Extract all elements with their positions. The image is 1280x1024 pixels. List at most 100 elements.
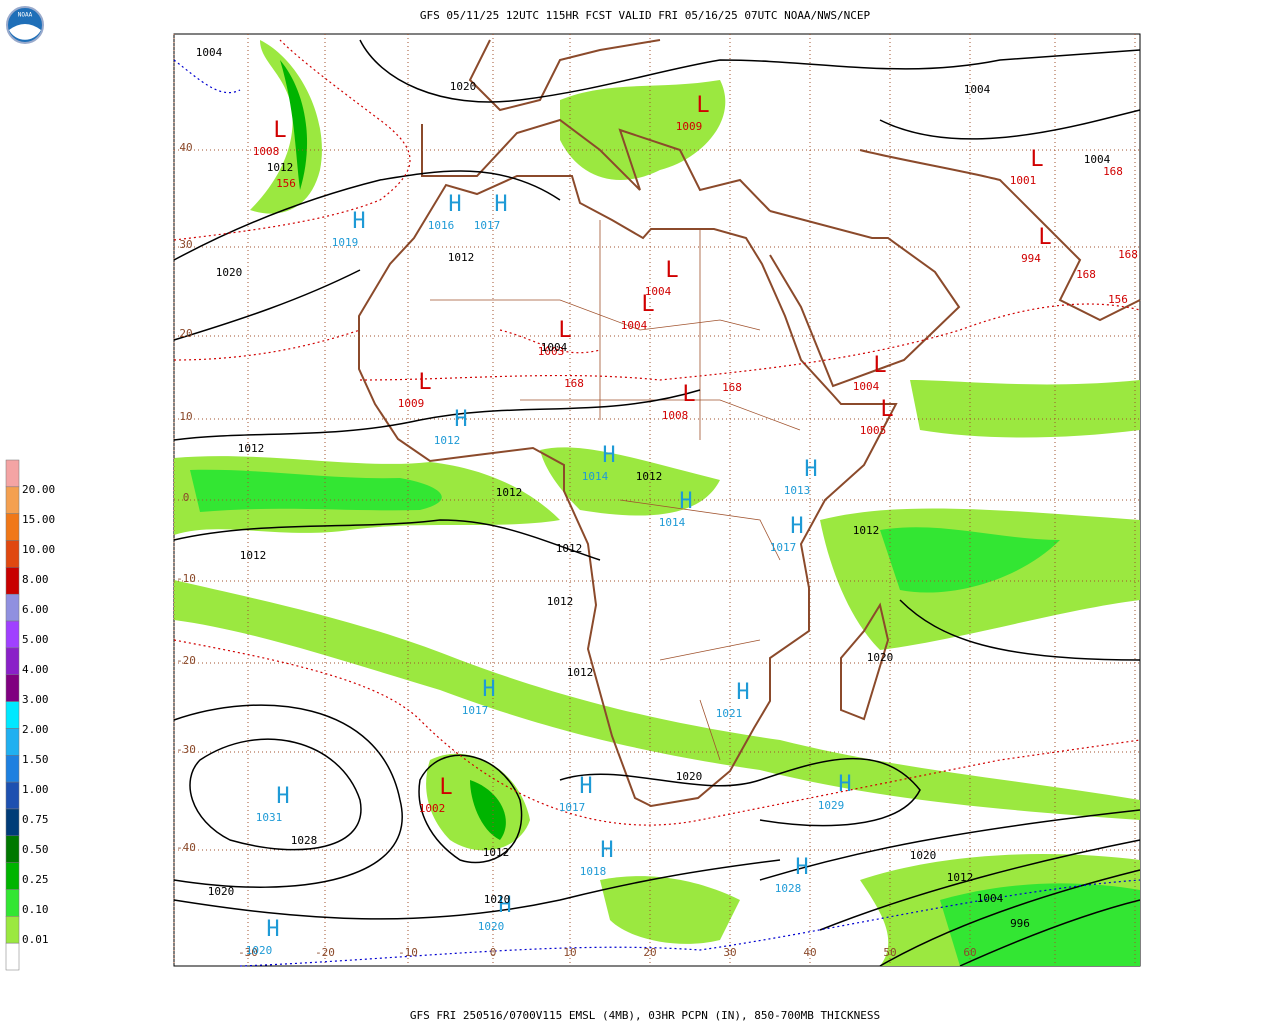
legend-swatch	[5, 674, 20, 702]
center-symbol: L	[273, 118, 286, 143]
legend-label: 10.00	[22, 543, 55, 556]
latitude-label: 40	[179, 141, 192, 154]
legend-swatch	[5, 540, 20, 568]
center-value: 1028	[775, 882, 802, 895]
center-symbol: H	[804, 457, 817, 482]
legend-swatch	[5, 781, 20, 810]
center-symbol: H	[600, 838, 613, 863]
longitude-label: 30	[723, 946, 736, 959]
longitude-label: -30	[238, 946, 258, 959]
center-value: 1009	[398, 397, 425, 410]
center-symbol: L	[1038, 225, 1051, 250]
center-symbol: H	[679, 489, 692, 514]
legend-swatch	[5, 862, 20, 890]
center-value: 1017	[462, 704, 489, 717]
center-value: 1031	[256, 811, 283, 824]
isobar-label: 1020	[910, 849, 937, 862]
center-symbol: H	[838, 772, 851, 797]
latitude-label: 20	[179, 327, 192, 340]
center-value: 1008	[253, 145, 280, 158]
thickness-label: 156	[1108, 293, 1128, 306]
legend-label: 0.25	[22, 873, 49, 886]
center-symbol: H	[790, 514, 803, 539]
thickness-contours	[173, 39, 1141, 967]
legend-swatch	[5, 620, 20, 649]
longitude-label: 20	[643, 946, 656, 959]
center-symbol: L	[665, 258, 678, 283]
isobar-label: 1020	[676, 770, 703, 783]
isobar-label: 1004	[977, 892, 1004, 905]
longitude-label: 40	[803, 946, 816, 959]
isobar-label: 996	[1010, 917, 1030, 930]
isobar-label: 1012	[240, 549, 267, 562]
isobars	[173, 39, 1141, 967]
center-symbol: H	[494, 192, 507, 217]
center-symbol: L	[418, 370, 431, 395]
longitude-label: 60	[963, 946, 976, 959]
center-symbol: L	[641, 292, 654, 317]
legend-swatch	[5, 459, 20, 488]
center-symbol: H	[482, 677, 495, 702]
isobar-label: 1012	[483, 846, 510, 859]
center-value: 1004	[853, 380, 880, 393]
latitude-label: 10	[179, 410, 192, 423]
isobar-label: 1012	[267, 161, 294, 174]
center-value: 1005	[860, 424, 887, 437]
longitude-label: -20	[315, 946, 335, 959]
thickness-label: 168	[564, 377, 584, 390]
center-symbol: L	[880, 397, 893, 422]
footer: GFS FRI 250516/0700V115 EMSL (4MB), 03HR…	[410, 1009, 880, 1022]
center-symbol: L	[696, 93, 709, 118]
legend-swatch	[5, 513, 20, 541]
center-value: 1002	[419, 802, 446, 815]
center-value: 1014	[659, 516, 686, 529]
legend-swatch	[5, 942, 20, 971]
longitude-label: 50	[883, 946, 896, 959]
thickness-label: 168	[1118, 248, 1138, 261]
isobar-label: 1012	[448, 251, 475, 264]
center-value: 1021	[716, 707, 743, 720]
legend-swatch	[5, 916, 20, 944]
isobar-label: 1004	[196, 46, 223, 59]
center-value: 1013	[784, 484, 811, 497]
thickness-label: 168	[1076, 268, 1096, 281]
center-symbol: L	[1030, 147, 1043, 172]
borders	[430, 220, 801, 761]
legend-swatch	[5, 486, 20, 514]
legend-label: 15.00	[22, 513, 55, 526]
center-value: 1019	[332, 236, 359, 249]
center-value: 1017	[559, 801, 586, 814]
center-symbol: H	[352, 209, 365, 234]
center-symbol: H	[736, 680, 749, 705]
longitude-label: -10	[398, 946, 418, 959]
isobar-label: 1004	[964, 83, 991, 96]
isobar-label: 1012	[567, 666, 594, 679]
logo-text: NOAA	[18, 12, 33, 19]
thickness-label: 168	[1103, 165, 1123, 178]
thickness-label: 156	[276, 177, 296, 190]
center-symbol: L	[439, 775, 452, 800]
center-symbol: H	[266, 917, 279, 942]
isobar-label: 1012	[853, 524, 880, 537]
isobar-label: 1020	[484, 893, 511, 906]
legend-label: 3.00	[22, 693, 49, 706]
legend-label: 1.50	[22, 753, 49, 766]
legend-swatch	[5, 889, 20, 917]
center-value: 1009	[676, 120, 703, 133]
latitude-label: -20	[176, 654, 196, 667]
center-symbol: H	[276, 784, 289, 809]
title: GFS 05/11/25 12UTC 115HR FCST VALID FRI …	[420, 9, 871, 22]
center-symbol: H	[795, 855, 808, 880]
center-value: 994	[1021, 252, 1041, 265]
isobar-label: 1020	[216, 266, 243, 279]
center-value: 1016	[428, 219, 455, 232]
center-value: 1008	[662, 409, 689, 422]
center-symbol: H	[448, 192, 461, 217]
legend-label: 20.00	[22, 483, 55, 496]
latitude-label: 30	[179, 238, 192, 251]
isobar-label: 1012	[547, 595, 574, 608]
graticule	[173, 34, 1140, 966]
